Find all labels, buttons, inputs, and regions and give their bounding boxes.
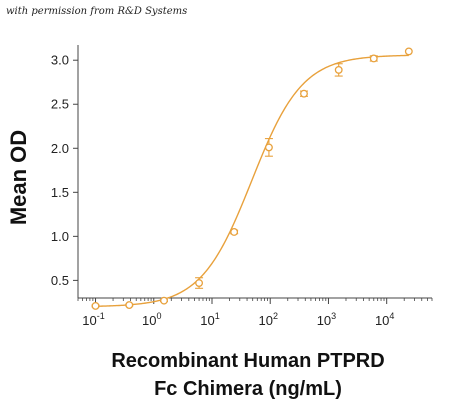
y-tick-label: 1.5 [51, 185, 69, 200]
x-axis-title-line1: Recombinant Human PTPRD [111, 350, 384, 372]
y-tick-label: 0.5 [51, 273, 69, 288]
tick-labels-layer: 0.5 1.0 1.5 2.0 2.5 3.0 10-1 100 101 102 103 104 [51, 53, 395, 328]
data-points-layer [91, 47, 413, 310]
fit-curve-layer [95, 54, 409, 307]
data-point [369, 54, 378, 63]
x-axis-title-line2: Fc Chimera (ng/mL) [154, 378, 342, 400]
data-point [334, 65, 343, 74]
credit-text: with permission from R&D Systems [6, 6, 188, 17]
data-point [404, 47, 413, 56]
data-point [230, 227, 239, 236]
axes [73, 45, 433, 304]
x-tick-label: 102 [258, 311, 277, 328]
x-tick-label: 100 [142, 311, 161, 328]
y-tick-label: 1.0 [51, 229, 69, 244]
x-tick-label: 10-1 [82, 311, 104, 328]
data-point [195, 279, 204, 287]
fit-curve [95, 54, 409, 307]
x-tick-label: 103 [317, 311, 336, 328]
data-point [160, 296, 168, 305]
y-axis-title: Mean OD [6, 130, 31, 225]
data-point [91, 301, 100, 310]
data-point [264, 143, 273, 152]
x-tick-label: 101 [200, 311, 219, 328]
x-tick-label: 104 [375, 311, 394, 328]
data-point [125, 301, 134, 309]
y-tick-label: 2.0 [51, 141, 69, 156]
y-tick-label: 2.5 [51, 97, 69, 112]
data-point [300, 89, 308, 98]
y-tick-label: 3.0 [51, 53, 69, 68]
